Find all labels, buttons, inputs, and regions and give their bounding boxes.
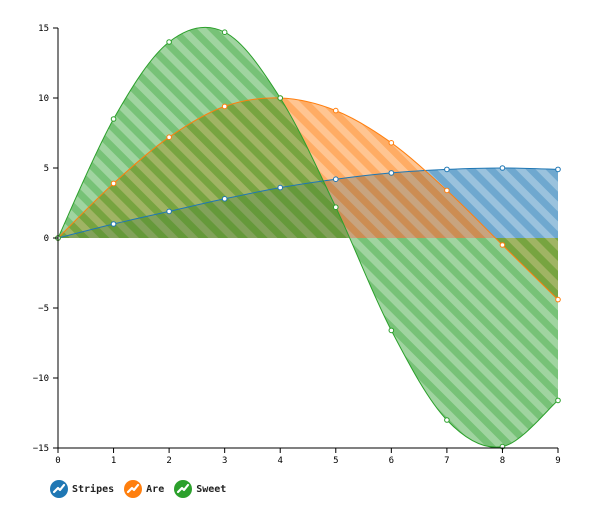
point-are-5[interactable]	[332, 107, 339, 114]
x-tick-label: 6	[389, 456, 394, 466]
point-are-8[interactable]	[499, 242, 506, 248]
x-tick-label: 8	[500, 456, 505, 466]
point-stripes-6[interactable]	[388, 170, 395, 176]
x-tick-label: 1	[111, 456, 116, 466]
point-are-1[interactable]	[110, 180, 117, 187]
x-tick-label: 4	[278, 456, 283, 466]
point-stripes-7[interactable]	[444, 166, 450, 173]
point-are-2[interactable]	[166, 134, 172, 140]
legend-label: Sweet	[196, 483, 227, 495]
point-stripes-1[interactable]	[110, 221, 117, 227]
point-sweet-9[interactable]	[555, 397, 561, 404]
area-sweet	[58, 27, 558, 448]
point-stripes-2[interactable]	[166, 208, 172, 215]
point-sweet-1[interactable]	[110, 116, 117, 122]
legend-label: Stripes	[72, 483, 115, 495]
x-tick-label: 9	[555, 456, 560, 466]
point-stripes-9[interactable]	[555, 166, 561, 173]
x-tick-label: 5	[333, 456, 338, 466]
x-tick-label: 2	[166, 456, 171, 466]
legend-item-are[interactable]: Are	[124, 480, 164, 498]
y-tick-label: −15	[33, 444, 49, 454]
legend-label: Are	[146, 483, 165, 495]
x-tick-label: 3	[222, 456, 227, 466]
line-are	[57, 97, 559, 300]
legend: Stripes Are Sweet	[50, 480, 236, 498]
y-tick-label: 10	[38, 94, 49, 104]
legend-item-sweet[interactable]: Sweet	[174, 480, 226, 498]
point-sweet-3[interactable]	[221, 29, 228, 36]
y-tick-label: 0	[44, 234, 49, 244]
trend-icon	[124, 480, 143, 498]
legend-item-stripes[interactable]: Stripes	[50, 480, 114, 498]
trend-icon	[50, 480, 68, 498]
point-are-3[interactable]	[221, 103, 228, 110]
point-stripes-3[interactable]	[221, 196, 228, 202]
x-tick-label: 7	[444, 456, 449, 466]
y-tick-label: 5	[44, 164, 49, 174]
point-sweet-5[interactable]	[332, 204, 339, 210]
x-tick-label: 0	[55, 456, 60, 466]
lines-layer	[57, 26, 559, 448]
point-sweet-7[interactable]	[444, 417, 450, 423]
point-are-7[interactable]	[444, 187, 450, 194]
point-sweet-4[interactable]	[277, 95, 284, 101]
point-stripes-5[interactable]	[332, 176, 339, 182]
point-are-9[interactable]	[555, 296, 561, 303]
y-tick-label: 15	[38, 24, 49, 34]
trend-icon	[174, 480, 193, 498]
point-sweet-6[interactable]	[388, 327, 395, 334]
y-tick-label: −5	[38, 304, 49, 314]
point-are-6[interactable]	[388, 140, 395, 146]
ticks: 0 1 2 3 4 5 6 7 8 9 15 10 5 0 −5 −10 −15	[33, 24, 561, 466]
point-sweet-2[interactable]	[166, 39, 172, 45]
point-stripes-4[interactable]	[277, 184, 284, 191]
areas-layer	[58, 27, 558, 448]
point-stripes-8[interactable]	[499, 165, 506, 171]
y-tick-label: −10	[33, 374, 49, 384]
line-stripes	[57, 167, 559, 239]
line-sweet	[57, 26, 559, 448]
